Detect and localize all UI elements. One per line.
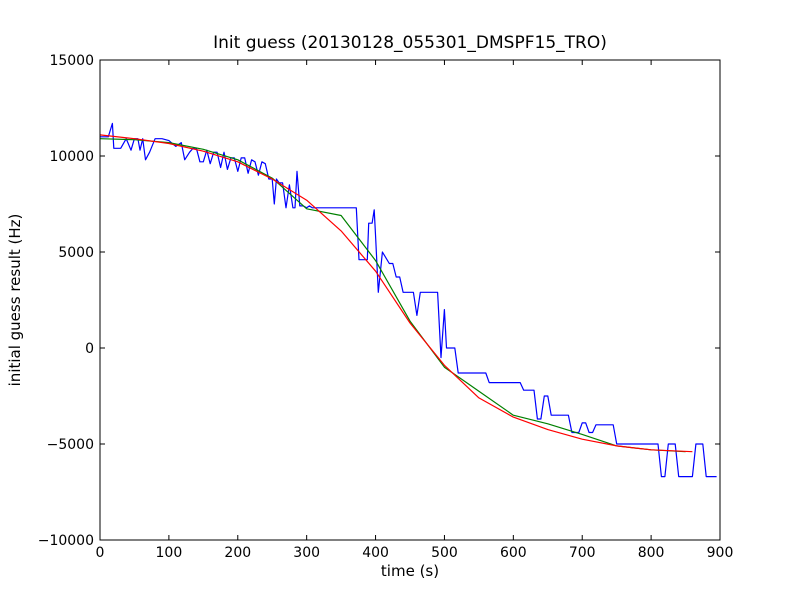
axis-ticks: 0 100 200 300 400 500 600 700 800 900 −10000 −5000 0…	[38, 53, 734, 561]
y-tick-label: 5000	[58, 245, 94, 261]
series-line-1	[100, 122, 717, 478]
x-tick-label: 600	[500, 545, 527, 561]
x-tick-label: 700	[569, 545, 596, 561]
y-tick-label: 10000	[49, 149, 94, 165]
y-tick-label: 15000	[49, 53, 94, 69]
x-tick-label: 800	[638, 545, 665, 561]
x-axis-label: time (s)	[381, 562, 439, 580]
y-tick-label: 0	[85, 341, 94, 357]
y-tick-label: −5000	[47, 437, 94, 453]
x-tick-label: 900	[707, 545, 734, 561]
plot-area	[99, 122, 717, 478]
chart-title: Init guess (20130128_055301_DMSPF15_TRO)	[213, 33, 607, 53]
series-line-3	[99, 134, 693, 453]
x-tick-label: 400	[362, 545, 389, 561]
x-tick-label: 200	[224, 545, 251, 561]
x-tick-label: 500	[431, 545, 458, 561]
x-tick-label: 0	[96, 545, 105, 561]
series-line-2	[99, 138, 686, 453]
x-tick-label: 100	[156, 545, 183, 561]
x-tick-label: 300	[293, 545, 320, 561]
y-tick-label: −10000	[38, 533, 94, 549]
y-axis-label: initial guess result (Hz)	[6, 214, 24, 387]
axes-frame	[99, 59, 721, 541]
